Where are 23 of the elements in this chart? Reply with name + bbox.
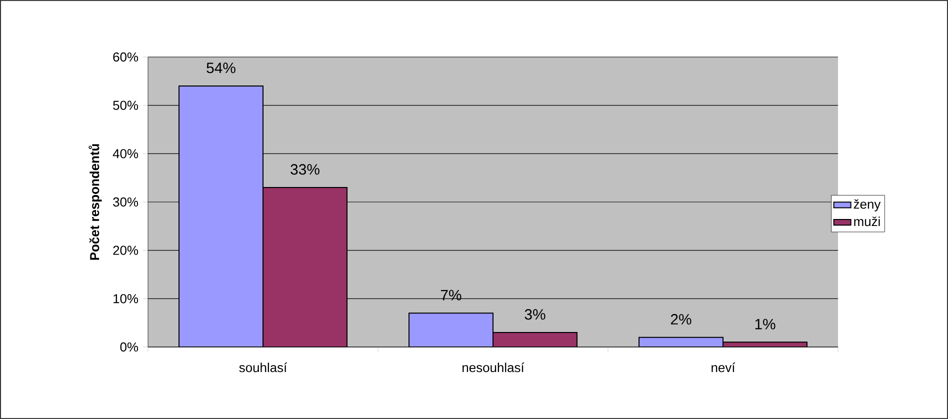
y-tick-label: 20% [113,246,138,255]
y-tick-label: 0% [120,342,138,352]
bar [492,332,578,347]
x-tick-label: neví [712,362,736,372]
x-tick-label: souhlasí [239,362,288,372]
bar [262,187,348,347]
data-label: 2% [670,314,692,325]
legend-label: ženy [854,199,881,212]
data-label: 7% [440,290,462,300]
data-label: 54% [206,62,236,74]
y-tick-label: 10% [114,294,138,304]
data-label: 3% [524,309,546,320]
data-label: 1% [755,318,776,330]
bar [408,312,494,347]
y-tick-label: 50% [113,100,138,110]
y-tick-label: 60% [113,52,138,62]
y-tick-label: 40% [112,149,138,158]
data-label: 33% [290,164,320,175]
y-axis-title: Počet respondentů [88,144,102,260]
x-tick-label: nesouhlasí [462,362,524,372]
y-tick-label: 30% [113,197,138,207]
legend-label: muži [854,216,880,226]
bar [178,86,264,347]
